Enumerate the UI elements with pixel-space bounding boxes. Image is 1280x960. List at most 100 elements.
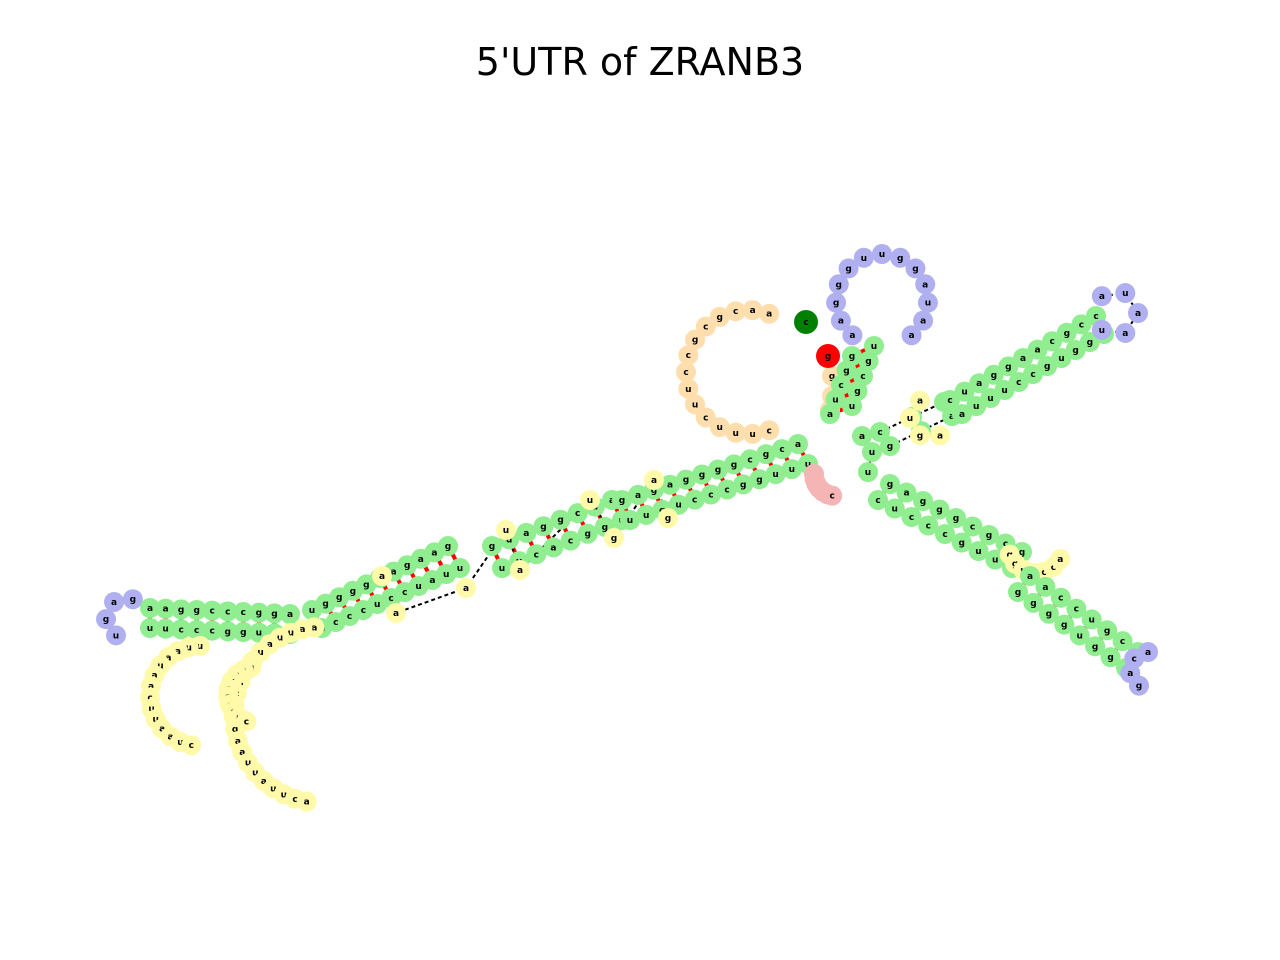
svg-text:g: g — [1092, 642, 1098, 652]
svg-text:a: a — [1127, 669, 1133, 679]
upper-left-stem-strand-b-nucleotide: g — [749, 469, 770, 490]
svg-text:a: a — [849, 331, 855, 341]
junction-nucleotide: u — [858, 462, 878, 482]
stem-bulges-nucleotide: a — [644, 470, 664, 490]
svg-text:c: c — [1058, 594, 1063, 604]
svg-text:c: c — [402, 588, 407, 598]
upper-right-stem-b-strand-a-nucleotide: g — [983, 364, 1004, 385]
upper-left-stem-strand-b-nucleotide: g — [733, 474, 754, 495]
svg-text:u: u — [772, 470, 778, 480]
upper-left-stem-strand-b-nucleotide: u — [620, 510, 640, 530]
exterior-5p-nucleotide: u — [709, 417, 730, 438]
svg-text:u: u — [506, 535, 512, 545]
lower-right-stem-a-strand-a-nucleotide: c — [962, 516, 983, 537]
svg-text:c: c — [767, 426, 772, 436]
lower-right-stem-a-strand-a-nucleotide: g — [929, 499, 950, 520]
lower-right-stem-b-strand-a-nucleotide: a — [1020, 566, 1040, 586]
svg-text:u: u — [1001, 386, 1007, 396]
svg-text:a: a — [431, 548, 437, 558]
svg-text:c: c — [225, 607, 230, 617]
svg-text:a: a — [1042, 583, 1048, 593]
svg-text:c: c — [947, 396, 952, 406]
upper-left-stem-strand-a-nucleotide: g — [692, 464, 712, 485]
svg-text:u: u — [153, 715, 159, 725]
exterior-5p-nucleotide: c — [695, 316, 716, 337]
svg-text:g: g — [692, 336, 698, 346]
left-internal-loop-a-nucleotide: c — [181, 735, 202, 756]
upper-left-stem-strand-a-nucleotide: g — [676, 469, 696, 490]
lower-right-stem-a-strand-a-nucleotide: a — [896, 482, 917, 503]
svg-text:g: g — [557, 516, 563, 526]
svg-text:a: a — [795, 440, 801, 450]
left-internal-loop-c-nucleotide: c — [236, 711, 257, 732]
upper-left-stem-strand-b-nucleotide: u — [781, 459, 802, 480]
svg-text:u: u — [185, 643, 191, 653]
svg-text:g: g — [611, 534, 617, 544]
top-stem-strand-b-nucleotide: g — [858, 351, 879, 371]
svg-text:g: g — [178, 605, 184, 615]
svg-text:u: u — [374, 600, 380, 610]
svg-text:u: u — [1077, 631, 1083, 641]
svg-text:a: a — [311, 623, 317, 633]
exterior-5p-nucleotide: u — [685, 394, 706, 415]
svg-text:a: a — [1057, 555, 1063, 565]
top-hairpin-loop-nucleotide: g — [826, 292, 847, 313]
center-stem-strand-b-nucleotide: u — [492, 558, 512, 578]
svg-text:u: u — [805, 460, 811, 470]
lower-right-stem-b-strand-a-nucleotide: c — [1112, 631, 1133, 652]
lower-right-stem-a-strand-b-nucleotide: c — [935, 524, 955, 544]
svg-text:g: g — [240, 628, 246, 638]
svg-text:c: c — [292, 795, 297, 805]
stem-bulges-nucleotide: u — [496, 520, 516, 540]
upper-left-stem-strand-b-nucleotide: u — [765, 464, 786, 485]
svg-text:g: g — [336, 593, 342, 603]
svg-text:c: c — [347, 612, 352, 622]
svg-text:g: g — [763, 450, 769, 460]
upper-right-stem-b-strand-a-nucleotide: c — [940, 390, 960, 410]
svg-text:u: u — [925, 299, 931, 309]
svg-text:u: u — [177, 738, 183, 748]
center-stem-strand-b-nucleotide: c — [560, 530, 581, 551]
top-hairpin-loop-nucleotide: a — [913, 310, 934, 331]
svg-text:g: g — [843, 367, 849, 377]
svg-text:u: u — [1099, 326, 1105, 336]
upper-right-stem-a-strand-a-nucleotide: c — [870, 422, 890, 442]
center-stem-strand-b-nucleotide: c — [526, 544, 547, 565]
lower-right-stem-b-strand-a-nucleotide: c — [1066, 598, 1087, 619]
left-stem-strand-a-nucleotide: c — [233, 602, 254, 622]
upper-left-stem-strand-a-nucleotide: c — [772, 439, 792, 460]
stem-bulges-nucleotide: g — [658, 508, 678, 528]
lower-right-internal-nucleotide: a — [1050, 549, 1071, 569]
svg-text:a: a — [917, 397, 923, 407]
svg-text:a: a — [920, 317, 926, 327]
svg-text:c: c — [210, 607, 215, 617]
left-hairpin-loop-nucleotide: u — [106, 625, 126, 646]
svg-text:u: u — [288, 629, 294, 639]
upper-right-internal-nucleotide: a — [910, 390, 930, 411]
svg-text:a: a — [609, 496, 615, 506]
top-hairpin-loop-nucleotide: g — [890, 247, 911, 268]
svg-text:g: g — [540, 522, 546, 532]
svg-text:g: g — [920, 497, 926, 507]
exterior-5p-nucleotide: u — [725, 422, 746, 443]
upper-left-stem-strand-a-nucleotide: g — [756, 444, 776, 465]
top-stem-strand-b-nucleotide: u — [842, 396, 862, 416]
svg-text:u: u — [869, 448, 875, 458]
stem-bulges-nucleotide: g — [604, 528, 624, 548]
left-stem-strand-b-nucleotide: g — [217, 621, 238, 642]
upper-right-hairpin-nucleotide: u — [1115, 283, 1136, 304]
left-stem-strand-a-nucleotide: c — [217, 601, 238, 622]
left-stem-strand-b-nucleotide: u — [155, 618, 176, 639]
left-mid-stem-strand-b-nucleotide: u — [450, 558, 470, 578]
upper-right-stem-b-strand-a-nucleotide: g — [998, 356, 1019, 377]
svg-text:a: a — [418, 555, 424, 565]
svg-text:a: a — [949, 412, 955, 422]
svg-text:a: a — [766, 310, 772, 320]
svg-text:u: u — [975, 547, 981, 557]
svg-text:u: u — [147, 624, 153, 634]
svg-text:g: g — [887, 442, 893, 452]
upper-right-stem-a-strand-b-nucleotide: g — [880, 436, 900, 456]
svg-text:a: a — [261, 777, 267, 787]
svg-text:g: g — [489, 542, 495, 552]
svg-text:c: c — [830, 492, 835, 502]
